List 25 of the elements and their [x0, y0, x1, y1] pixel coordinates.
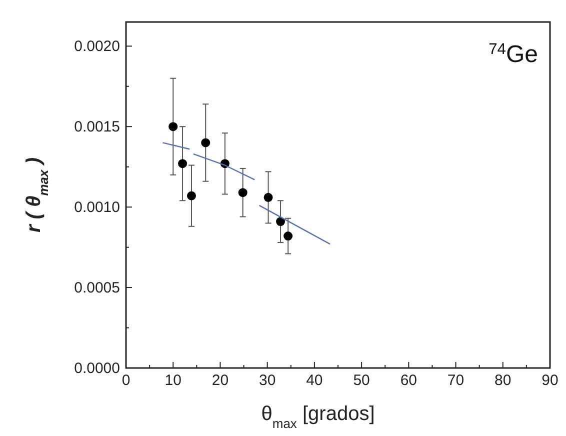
x-tick-label: 10: [164, 372, 182, 389]
point: [284, 232, 293, 241]
x-axis-title: θ$_{max}$ [grados]: [261, 403, 375, 430]
y-tick-label: 0.0010: [74, 199, 120, 216]
x-tick-label: 70: [447, 372, 464, 389]
y-tick-label: 0.0000: [74, 360, 120, 377]
x-tick-label: 80: [494, 372, 512, 389]
point: [178, 159, 188, 168]
x-tick-label: 50: [353, 372, 370, 389]
point: [201, 138, 210, 148]
x-tick-label: 0: [122, 372, 130, 389]
x-tick-label: 60: [400, 372, 418, 389]
point: [238, 188, 248, 198]
x-tick-label: 40: [306, 372, 323, 389]
point: [276, 217, 286, 226]
y-tick-label: 0.0020: [74, 38, 120, 56]
point: [186, 191, 196, 200]
x-tick-label: 90: [542, 372, 558, 389]
y-tick-label: 0.0015: [74, 118, 120, 136]
point: [168, 122, 178, 132]
annotation: $^{74}$Ge: [488, 40, 538, 68]
x-tick-label: 20: [212, 372, 229, 389]
x-tick-label: 30: [258, 372, 276, 389]
y-tick-label: 0.0005: [74, 280, 120, 297]
point: [264, 192, 273, 202]
